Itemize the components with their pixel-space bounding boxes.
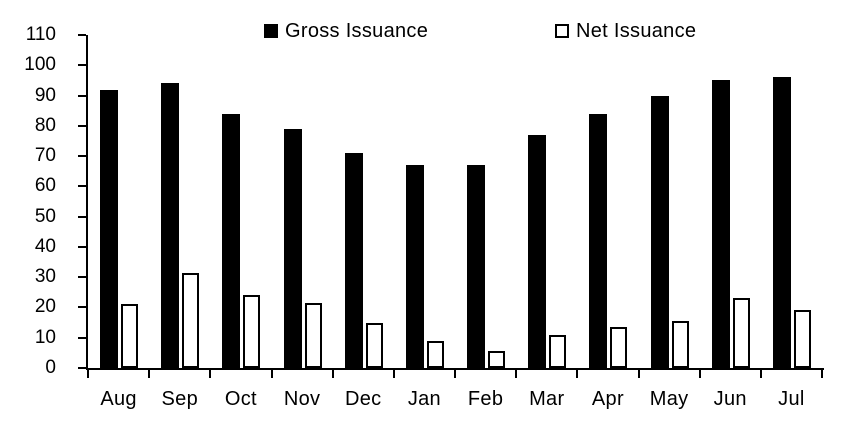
net-issuance-bar — [243, 295, 261, 368]
y-tick-mark — [78, 64, 86, 67]
gross-issuance-bar — [772, 77, 791, 368]
y-tick-mark — [78, 245, 86, 248]
x-axis-label: Jan — [407, 388, 441, 410]
legend-label-net-issuance: Net Issuance — [576, 19, 697, 42]
gross-issuance-swatch-icon — [264, 24, 278, 38]
gross-issuance-bar — [344, 153, 363, 368]
net-issuance-bar — [488, 351, 506, 368]
x-tick-mark — [87, 368, 89, 378]
y-tick-label: 60 — [34, 175, 56, 197]
gross-issuance-bar — [650, 95, 669, 368]
x-tick-mark — [331, 368, 334, 378]
net-issuance-bar — [610, 327, 628, 368]
y-tick-mark — [78, 306, 86, 309]
legend-item-gross-issuance: Gross Issuance — [264, 19, 428, 43]
y-tick-mark — [78, 34, 86, 36]
net-issuance-bar — [549, 334, 567, 368]
x-axis-label: Mar — [529, 388, 565, 410]
y-tick-label: 40 — [34, 235, 56, 257]
y-tick-label: 90 — [34, 84, 56, 106]
y-tick-label: 110 — [25, 24, 56, 45]
x-tick-mark — [759, 368, 762, 378]
x-axis-label: Sep — [161, 388, 198, 410]
x-tick-mark — [454, 368, 456, 378]
x-tick-mark — [637, 368, 640, 378]
legend: Gross Issuance Net Issuance — [0, 0, 852, 50]
net-issuance-bar — [793, 310, 811, 368]
net-issuance-bar — [365, 322, 383, 368]
net-issuance-bar — [304, 302, 322, 368]
net-issuance-bar — [671, 321, 689, 368]
legend-label-gross-issuance: Gross Issuance — [285, 19, 429, 42]
gross-issuance-bar — [711, 80, 730, 368]
x-tick-mark — [515, 368, 518, 378]
gross-issuance-bar — [589, 113, 608, 368]
net-issuance-bar — [732, 298, 750, 368]
y-tick-label: 30 — [34, 266, 56, 288]
gross-issuance-bar — [283, 128, 302, 368]
y-tick-label: 80 — [34, 114, 56, 136]
x-axis-label: Dec — [345, 388, 382, 410]
x-axis-label: Aug — [100, 388, 137, 410]
legend-item-net-issuance: Net Issuance — [555, 19, 696, 43]
y-tick-label: 70 — [34, 145, 56, 167]
plot-area: 0 10 20 30 40 50 60 70 80 90 100 110 Aug Sep Oct Nov Dec… — [24, 24, 823, 410]
x-axis-label: Nov — [283, 388, 321, 410]
net-issuance-bar — [121, 304, 139, 368]
x-tick-mark — [576, 368, 579, 378]
y-tick-mark — [78, 215, 86, 218]
x-axis-label: Jul — [778, 388, 805, 410]
y-tick-label: 20 — [34, 296, 56, 318]
x-tick-mark — [270, 368, 273, 378]
y-tick-mark — [78, 94, 86, 97]
gross-issuance-bar — [222, 113, 241, 368]
y-tick-mark — [78, 155, 86, 158]
y-tick-label: 10 — [34, 326, 56, 348]
y-tick-label: 50 — [34, 205, 56, 227]
x-tick-mark — [148, 368, 151, 378]
x-tick-mark — [821, 368, 823, 378]
x-axis-label: Apr — [591, 388, 624, 410]
y-tick-mark — [78, 336, 86, 339]
gross-issuance-bar — [100, 89, 119, 368]
x-tick-mark — [698, 368, 701, 378]
x-axis-label: Feb — [467, 388, 504, 410]
net-issuance-bar — [182, 272, 200, 368]
x-axis-label: Oct — [224, 388, 257, 410]
x-tick-mark — [209, 368, 212, 378]
y-tick-label: 0 — [45, 357, 56, 378]
gross-issuance-bar — [405, 165, 424, 368]
gross-issuance-bar — [528, 134, 547, 368]
gross-issuance-bar — [161, 83, 180, 368]
y-tick-label: 100 — [24, 54, 56, 76]
net-issuance-bar — [426, 340, 444, 368]
y-tick-mark — [78, 367, 86, 369]
y-tick-mark — [78, 124, 86, 127]
x-axis-label: Jun — [713, 388, 747, 410]
net-issuance-swatch-icon — [555, 24, 569, 38]
y-tick-mark — [78, 276, 86, 279]
gross-issuance-bar — [467, 165, 486, 368]
y-tick-mark — [78, 185, 86, 188]
x-axis-label: May — [649, 388, 689, 410]
y-axis-line — [86, 35, 88, 370]
x-tick-mark — [392, 368, 395, 378]
